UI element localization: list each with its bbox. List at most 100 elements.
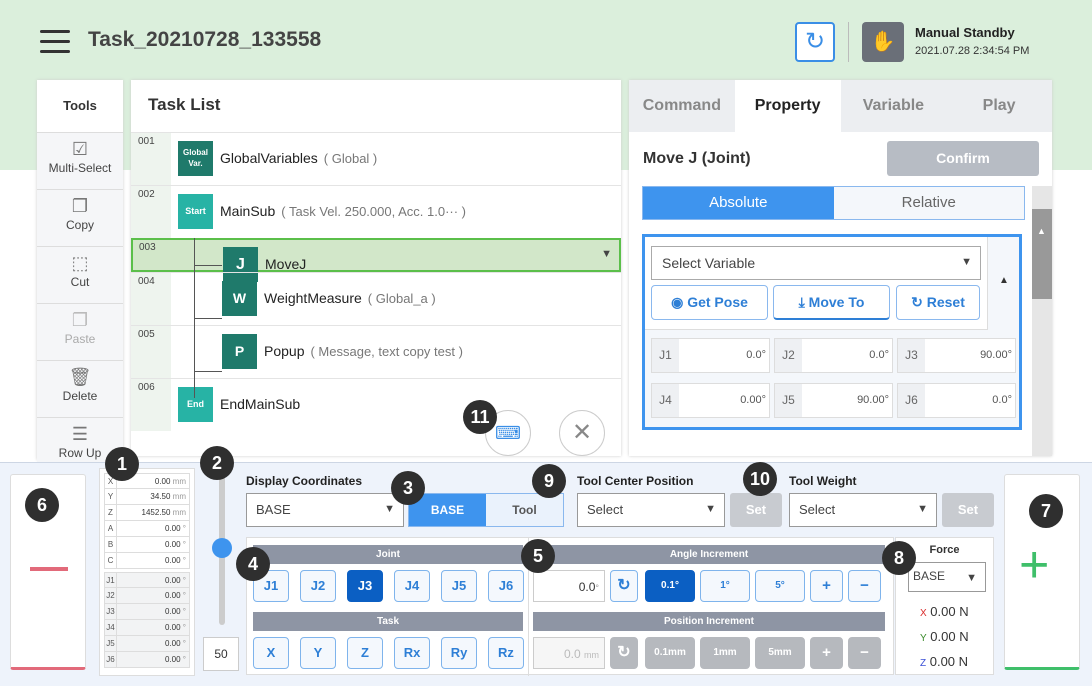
jog-joint-j4-button[interactable]: J4: [394, 570, 430, 602]
joint-position-row: J1 0.00 °: [104, 572, 190, 588]
position-increment-button[interactable]: −: [848, 637, 881, 669]
jog-joint-j5-button[interactable]: J5: [441, 570, 477, 602]
angle-increment-input[interactable]: 0.0°: [533, 570, 605, 602]
tool-weight-set-button[interactable]: Set: [942, 493, 994, 527]
tool-label: Delete: [62, 389, 98, 403]
task-row[interactable]: 001 Global Var. GlobalVariables( Global ): [131, 132, 621, 185]
keyboard-icon: ⌨: [495, 423, 521, 443]
angle-increment-button[interactable]: 5°: [755, 570, 805, 602]
task-row-selected[interactable]: 003 J MoveJ: [131, 238, 621, 282]
absolute-button[interactable]: Absolute: [643, 187, 834, 219]
task-name: Popup( Message, text copy test ): [264, 343, 463, 359]
position-increment-input[interactable]: 0.0 mm: [533, 637, 605, 669]
force-y: Y 0.00 N: [920, 629, 969, 644]
position-reset-button[interactable]: ↻: [610, 637, 638, 669]
tab-command[interactable]: Command: [642, 97, 721, 114]
jog-joint-j6-button[interactable]: J6: [488, 570, 524, 602]
copy-button[interactable]: ❐ Copy: [37, 189, 123, 246]
speed-value[interactable]: 50: [203, 637, 239, 671]
tab-variable[interactable]: Variable: [862, 97, 925, 114]
close-button[interactable]: ✕: [559, 410, 605, 456]
task-position-row: C 0.00 °: [104, 553, 190, 569]
select-variable-dropdown[interactable]: Select Variable: [651, 246, 981, 280]
get-pose-button[interactable]: ◉ Get Pose: [651, 285, 768, 320]
position-increment-button[interactable]: +: [810, 637, 843, 669]
row-number: 006: [131, 379, 171, 431]
multi-select-button[interactable]: ☑ Multi-Select: [37, 132, 123, 189]
tab-play[interactable]: Play: [982, 97, 1016, 114]
display-coord-dropdown[interactable]: BASE: [246, 493, 404, 527]
jog-task-rz-button[interactable]: Rz: [488, 637, 524, 669]
tool-weight-dropdown[interactable]: Select: [789, 493, 937, 527]
task-row[interactable]: 006 End EndMainSub: [131, 378, 621, 431]
joint-field[interactable]: J1 0.0°: [651, 338, 770, 373]
joint-position-list: J1 0.00 ° J2 0.00 ° J3 0.00 ° J4 0.00 ° J5 0.00 °…: [104, 572, 190, 668]
joint-field[interactable]: J2 0.0°: [774, 338, 893, 373]
confirm-button[interactable]: Confirm: [887, 141, 1039, 176]
force-panel: Force BASE X 0.00 N Y 0.00 N Z 0.00 N: [895, 537, 994, 675]
tcp-dropdown[interactable]: Select: [577, 493, 725, 527]
task-name: EndMainSub: [220, 396, 301, 412]
marker-6: 6: [25, 488, 59, 522]
position-increment-button[interactable]: 0.1mm: [645, 637, 695, 669]
task-name: WeightMeasure( Global_a ): [264, 290, 436, 306]
jog-task-z-button[interactable]: Z: [347, 637, 383, 669]
speed-slider-handle[interactable]: [212, 537, 232, 558]
scrollbar-thumb[interactable]: [1032, 209, 1052, 299]
tree-line: [194, 371, 222, 372]
position-increment-button[interactable]: 1mm: [700, 637, 750, 669]
menu-icon[interactable]: [40, 30, 70, 53]
hand-icon[interactable]: ✋: [862, 22, 904, 62]
jog-task-rx-button[interactable]: Rx: [394, 637, 430, 669]
angle-increment-button[interactable]: 1°: [700, 570, 750, 602]
cut-button[interactable]: ⬚ Cut: [37, 246, 123, 303]
task-position-row: B 0.00 °: [104, 537, 190, 553]
tab-bar: Command Property Variable Play: [629, 80, 1052, 132]
task-row[interactable]: 002 Start MainSub( Task Vel. 250.000, Acc.…: [131, 185, 621, 238]
scrollbar[interactable]: ▲: [1032, 186, 1052, 456]
tool-label: Copy: [65, 218, 94, 232]
task-position-row: A 0.00 °: [104, 521, 190, 537]
keyboard-button[interactable]: ⌨: [485, 410, 531, 456]
absolute-relative-toggle: Absolute Relative: [642, 186, 1025, 220]
tool-button[interactable]: Tool: [486, 494, 563, 526]
jog-task-x-button[interactable]: X: [253, 637, 289, 669]
jog-task-y-button[interactable]: Y: [300, 637, 336, 669]
reset-button[interactable]: ↻ Reset: [896, 285, 980, 320]
angle-increment-button[interactable]: 0.1°: [645, 570, 695, 602]
force-coord-dropdown[interactable]: BASE: [908, 562, 986, 592]
delete-button[interactable]: 🗑 Delete: [37, 360, 123, 417]
jog-joint-j3-button[interactable]: J3: [347, 570, 383, 602]
move-to-button[interactable]: ⤓ Move To: [773, 285, 890, 320]
tab-property[interactable]: Property: [734, 80, 841, 132]
reset-icon: ↻: [617, 577, 631, 594]
position-increment-button[interactable]: 5mm: [755, 637, 805, 669]
joint-field[interactable]: J3 90.00°: [897, 338, 1016, 373]
relative-button[interactable]: Relative: [833, 187, 1024, 219]
joint-field[interactable]: J5 90.00°: [774, 383, 893, 418]
tree-line: [194, 265, 222, 266]
task-row[interactable]: 004 W WeightMeasure( Global_a ): [131, 272, 621, 325]
joint-field[interactable]: J4 0.00°: [651, 383, 770, 418]
base-button[interactable]: BASE: [409, 494, 486, 526]
multi-select-icon: ☑: [71, 139, 89, 159]
paste-button[interactable]: ❐ Paste: [37, 303, 123, 360]
tcp-set-button[interactable]: Set: [730, 493, 782, 527]
jog-joint-j2-button[interactable]: J2: [300, 570, 336, 602]
task-row[interactable]: 005 P Popup( Message, text copy test ): [131, 325, 621, 378]
marker-11: 11: [463, 400, 497, 434]
jog-task-ry-button[interactable]: Ry: [441, 637, 477, 669]
global-var-icon: Global Var.: [178, 141, 213, 176]
angle-increment-button[interactable]: −: [848, 570, 881, 602]
angle-reset-button[interactable]: ↻: [610, 570, 638, 602]
scroll-up-icon[interactable]: ▲: [1037, 226, 1046, 236]
refresh-button[interactable]: ↻: [795, 22, 835, 62]
force-x: X 0.00 N: [920, 604, 969, 619]
divider: [848, 22, 849, 62]
cut-icon: ⬚: [71, 253, 89, 273]
paste-icon: ❐: [71, 310, 89, 330]
angle-increment-button[interactable]: +: [810, 570, 843, 602]
joint-field[interactable]: J6 0.0°: [897, 383, 1016, 418]
collapse-icon[interactable]: ▲: [999, 275, 1009, 286]
copy-icon: ❐: [71, 196, 89, 216]
